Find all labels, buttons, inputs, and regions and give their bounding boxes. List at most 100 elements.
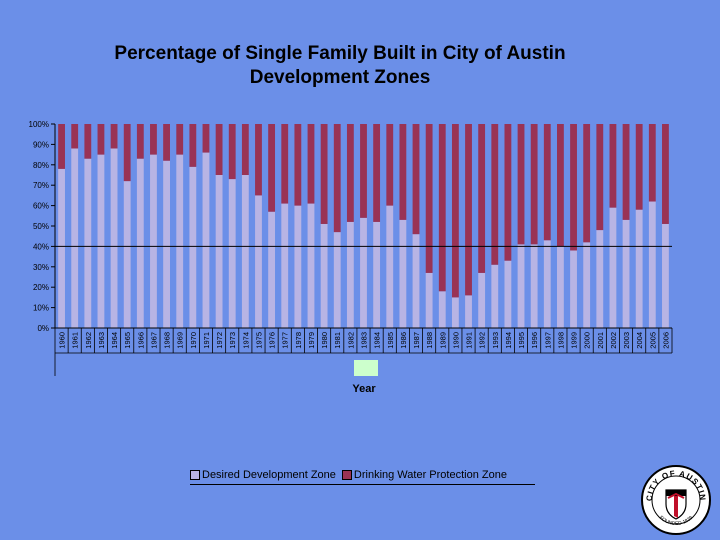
x-tick-label: 1999 <box>570 332 579 349</box>
x-tick-label: 1967 <box>149 332 158 349</box>
bar-water-protection-zone <box>136 124 144 159</box>
bar-desired-zone <box>543 240 551 328</box>
x-tick-label: 1993 <box>491 332 500 349</box>
bar-water-protection-zone <box>596 124 604 231</box>
legend: Desired Development Zone Drinking Water … <box>190 466 535 485</box>
bar-water-protection-zone <box>373 124 381 222</box>
bar-desired-zone <box>622 219 630 328</box>
bar-water-protection-zone <box>176 124 184 155</box>
bar-desired-zone <box>307 203 315 328</box>
bar-desired-zone <box>570 250 577 328</box>
year-highlight-box <box>354 360 378 376</box>
x-axis-label: Year <box>352 383 376 395</box>
x-tick-label: 1963 <box>97 332 106 349</box>
x-tick-label: 2004 <box>635 332 644 349</box>
x-tick-label: 1974 <box>241 332 250 349</box>
x-tick-label: 2000 <box>583 332 592 349</box>
x-tick-label: 1979 <box>307 332 316 349</box>
bar-desired-zone <box>110 148 118 328</box>
x-tick-label: 1984 <box>373 332 382 349</box>
legend-label-dwpz: Drinking Water Protection Zone <box>353 469 507 481</box>
bar-desired-zone <box>281 203 289 328</box>
city-of-austin-seal: CITY OF AUSTIN FOUNDED 1839 <box>641 465 711 535</box>
bar-water-protection-zone <box>58 124 65 169</box>
x-tick-label: 1983 <box>360 332 369 349</box>
x-tick-label: 1960 <box>58 332 67 349</box>
bar-desired-zone <box>71 148 79 328</box>
x-tick-label: 1998 <box>556 332 565 349</box>
bar-desired-zone <box>412 234 420 328</box>
bar-desired-zone <box>163 160 170 328</box>
bar-desired-zone <box>150 154 157 328</box>
x-tick-label: 1981 <box>333 332 342 349</box>
x-tick-label: 1987 <box>412 332 421 349</box>
x-tick-label: 2003 <box>622 332 631 349</box>
bar-water-protection-zone <box>399 124 407 220</box>
bar-desired-zone <box>176 154 184 328</box>
x-tick-label: 1995 <box>517 332 526 349</box>
y-tick-label: 60% <box>33 202 49 211</box>
x-tick-label: 1970 <box>189 332 198 349</box>
bar-desired-zone <box>189 166 197 328</box>
chart-title: Percentage of Single Family Built in Cit… <box>60 42 620 90</box>
x-tick-label: 1994 <box>504 332 513 349</box>
x-tick-label: 1966 <box>136 332 145 349</box>
bar-desired-zone <box>386 205 394 328</box>
x-tick-label: 1969 <box>176 332 185 349</box>
bar-water-protection-zone <box>465 124 472 296</box>
bar-water-protection-zone <box>425 124 433 273</box>
bar-desired-zone <box>583 242 591 328</box>
bar-desired-zone <box>517 244 525 328</box>
bar-water-protection-zone <box>110 124 118 149</box>
y-tick-label: 30% <box>33 263 49 272</box>
bar-desired-zone <box>504 260 512 328</box>
bar-water-protection-zone <box>150 124 157 155</box>
bar-water-protection-zone <box>491 124 499 265</box>
y-tick-label: 90% <box>33 140 49 149</box>
bar-water-protection-zone <box>346 124 354 222</box>
x-tick-label: 1977 <box>281 332 290 349</box>
bar-water-protection-zone <box>635 124 643 210</box>
bar-water-protection-zone <box>648 124 656 202</box>
bar-water-protection-zone <box>530 124 538 245</box>
bar-desired-zone <box>294 205 302 328</box>
bar-desired-zone <box>241 175 249 328</box>
x-tick-label: 1972 <box>215 332 224 349</box>
bar-water-protection-zone <box>333 124 341 233</box>
bar-desired-zone <box>320 223 328 328</box>
bar-desired-zone <box>609 207 617 328</box>
bar-desired-zone <box>202 152 210 328</box>
x-tick-label: 1989 <box>438 332 447 349</box>
y-tick-label: 40% <box>33 242 49 251</box>
bar-desired-zone <box>425 272 433 328</box>
bar-water-protection-zone <box>438 124 446 292</box>
x-tick-label: 2005 <box>648 332 657 349</box>
bar-desired-zone <box>215 175 223 328</box>
bar-water-protection-zone <box>84 124 92 159</box>
bar-desired-zone <box>648 201 656 328</box>
legend-item-desired: Desired Development Zone <box>190 469 336 481</box>
bar-water-protection-zone <box>97 124 105 155</box>
bar-desired-zone <box>557 246 564 328</box>
bar-water-protection-zone <box>241 124 249 175</box>
bar-water-protection-zone <box>386 124 394 206</box>
x-tick-label: 1997 <box>543 332 552 349</box>
bar-desired-zone <box>635 209 643 328</box>
x-tick-label: 1962 <box>84 332 93 349</box>
x-tick-label: 1971 <box>202 332 211 349</box>
x-tick-label: 1968 <box>163 332 172 349</box>
bar-desired-zone <box>491 264 499 328</box>
x-tick-label: 1988 <box>425 332 434 349</box>
bar-desired-zone <box>97 154 105 328</box>
x-tick-label: 1992 <box>478 332 487 349</box>
x-tick-label: 1985 <box>386 332 395 349</box>
bar-water-protection-zone <box>622 124 630 220</box>
bar-water-protection-zone <box>320 124 328 224</box>
bar-water-protection-zone <box>228 124 236 180</box>
bar-desired-zone <box>596 230 604 328</box>
bar-water-protection-zone <box>189 124 197 167</box>
bar-water-protection-zone <box>662 124 669 224</box>
x-tick-label: 1996 <box>530 332 539 349</box>
bar-water-protection-zone <box>543 124 551 241</box>
bar-water-protection-zone <box>451 124 459 298</box>
